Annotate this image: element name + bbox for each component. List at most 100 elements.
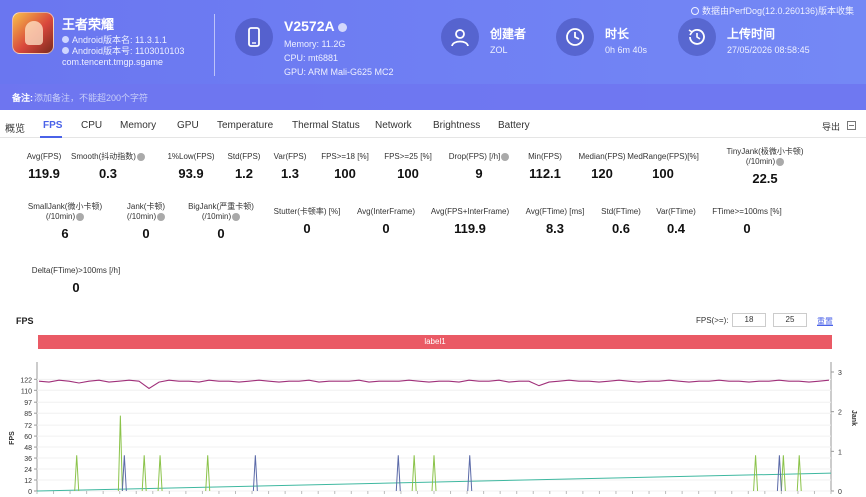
android-version-code-text: Android版本号: 1103010103 bbox=[72, 46, 185, 56]
creator-title: 创建者 bbox=[490, 27, 527, 41]
help-icon[interactable] bbox=[136, 152, 145, 161]
metric-label: Avg(FTime) [ms] bbox=[525, 207, 585, 216]
y-tick-label: 85 bbox=[24, 411, 32, 418]
metric-label: FTime>=100ms [%] bbox=[712, 207, 782, 216]
help-icon[interactable] bbox=[76, 212, 85, 221]
reset-link[interactable]: 重置 bbox=[817, 317, 833, 326]
metric-value: 6 bbox=[61, 226, 69, 241]
metric-label: Avg(FPS+InterFrame) bbox=[430, 207, 510, 216]
metric-row1-2: 1%Low(FPS) 93.9 bbox=[131, 152, 251, 181]
report-header: 王者荣耀 Android版本名: 11.3.1.1 Android版本号: 11… bbox=[0, 0, 866, 110]
y-tick-label: 48 bbox=[24, 445, 32, 452]
metric-value: 100 bbox=[652, 166, 674, 181]
note-label: 备注: bbox=[12, 93, 33, 103]
metric-row1-5: FPS>=18 [%] 100 bbox=[285, 152, 405, 181]
clock-icon bbox=[556, 18, 594, 56]
tab-memory[interactable]: Memory bbox=[120, 120, 157, 131]
tab-thermal-status[interactable]: Thermal Status bbox=[292, 120, 360, 131]
y-tick-label: 12 bbox=[24, 478, 32, 485]
fps-threshold-input-1[interactable]: 18 bbox=[732, 313, 766, 327]
metric-value: 0.6 bbox=[611, 221, 631, 236]
y-tick-label: 36 bbox=[24, 456, 32, 463]
info-icon bbox=[690, 6, 699, 15]
metric-row2-3: Stutter(卡顿率) [%] 0 bbox=[247, 207, 367, 236]
smalljank-spike bbox=[776, 455, 782, 492]
device-memory: Memory: 11.2G bbox=[284, 39, 346, 49]
tinyjank-spike bbox=[117, 415, 123, 492]
y-axis-label: FPS bbox=[9, 431, 16, 445]
tab-network[interactable]: Network bbox=[375, 120, 412, 131]
metric-label: Jank(卡顿) bbox=[126, 202, 166, 211]
metric-value: 100 bbox=[334, 166, 356, 181]
tinyjank-spike bbox=[74, 455, 80, 492]
metric-label: Var(FPS) bbox=[273, 152, 307, 161]
tinyjank-spike bbox=[411, 455, 417, 492]
trend-line bbox=[36, 472, 832, 492]
metric-label-unit: (/10min) bbox=[705, 157, 825, 167]
fps-series-line bbox=[38, 379, 830, 390]
metric-label: Stutter(卡顿率) [%] bbox=[273, 207, 341, 216]
device-name: V2572A bbox=[284, 18, 347, 34]
metric-label: Smooth(抖动指数) bbox=[48, 152, 168, 162]
tab-gpu[interactable]: GPU bbox=[177, 120, 199, 131]
metric-label: Avg(FPS) bbox=[26, 152, 62, 161]
tinyjank-spike bbox=[205, 455, 211, 492]
tab-temperature[interactable]: Temperature bbox=[217, 120, 274, 131]
fps-threshold-input-2[interactable]: 25 bbox=[773, 313, 807, 327]
metric-label: 1%Low(FPS) bbox=[167, 152, 215, 161]
metric-value: 22.5 bbox=[752, 171, 778, 186]
metric-label: Var(FTime) bbox=[656, 207, 696, 216]
tinyjank-spike bbox=[780, 455, 786, 492]
tinyjank-spike bbox=[796, 455, 802, 492]
active-tab-indicator bbox=[40, 136, 62, 138]
metric-row2-7: Std(FTime) 0.6 bbox=[561, 207, 681, 236]
y2-tick-label: 0 bbox=[838, 489, 842, 496]
duration-title: 时长 bbox=[605, 27, 630, 41]
tab-overview[interactable]: 概览 bbox=[5, 124, 25, 135]
smalljank-spike bbox=[467, 455, 473, 492]
metric-label-unit: (/10min) bbox=[161, 212, 281, 222]
metric-label-unit: (/10min) bbox=[5, 212, 125, 222]
metric-row2-8: Var(FTime) 0.4 bbox=[616, 207, 736, 236]
tab-brightness[interactable]: Brightness bbox=[433, 120, 481, 131]
y-tick-label: 97 bbox=[24, 400, 32, 407]
label-bar[interactable]: label1 bbox=[38, 335, 832, 349]
y-tick-label: 122 bbox=[20, 377, 32, 384]
help-icon[interactable] bbox=[232, 212, 241, 221]
metric-row1-4: Var(FPS) 1.3 bbox=[230, 152, 350, 181]
collapse-icon[interactable] bbox=[847, 121, 856, 130]
metric-value: 0 bbox=[72, 280, 80, 295]
help-icon[interactable] bbox=[157, 212, 166, 221]
smalljank-spike bbox=[252, 455, 258, 492]
metric-row1-6: FPS>=25 [%] 100 bbox=[348, 152, 468, 181]
metric-label: Std(FPS) bbox=[227, 152, 261, 161]
metric-value: 0 bbox=[142, 226, 150, 241]
help-icon[interactable] bbox=[501, 152, 510, 161]
metric-value: 119.9 bbox=[28, 166, 60, 181]
metric-label: FPS>=18 [%] bbox=[321, 152, 369, 161]
metric-value: 120 bbox=[591, 166, 613, 181]
tab-cpu[interactable]: CPU bbox=[81, 120, 103, 131]
export-button[interactable]: 导出 bbox=[821, 122, 840, 132]
tab-battery[interactable]: Battery bbox=[498, 120, 530, 131]
metric-row2-4: Avg(InterFrame) 0 bbox=[326, 207, 446, 236]
tinyjank-spike bbox=[157, 455, 163, 492]
creator-value: ZOL bbox=[490, 45, 508, 55]
tab-fps[interactable]: FPS bbox=[43, 120, 63, 131]
help-icon[interactable] bbox=[776, 157, 785, 166]
chart-title: FPS bbox=[16, 316, 34, 326]
header-divider bbox=[214, 14, 215, 76]
smalljank-spike bbox=[121, 455, 127, 492]
tinyjank-spike bbox=[753, 455, 759, 492]
metric-label: Min(FPS) bbox=[528, 152, 562, 161]
y2-tick-label: 2 bbox=[838, 410, 842, 417]
metric-value: 0.4 bbox=[666, 221, 686, 236]
metric-value: 1.2 bbox=[234, 166, 254, 181]
metric-label: FPS>=25 [%] bbox=[384, 152, 432, 161]
y-tick-label: 60 bbox=[24, 434, 32, 441]
metric-value: 0 bbox=[382, 221, 390, 236]
note-input[interactable]: 添加备注，不能超200个字符 bbox=[34, 93, 149, 103]
metric-label: Median(FPS) bbox=[578, 152, 626, 161]
info-icon[interactable] bbox=[337, 22, 347, 32]
